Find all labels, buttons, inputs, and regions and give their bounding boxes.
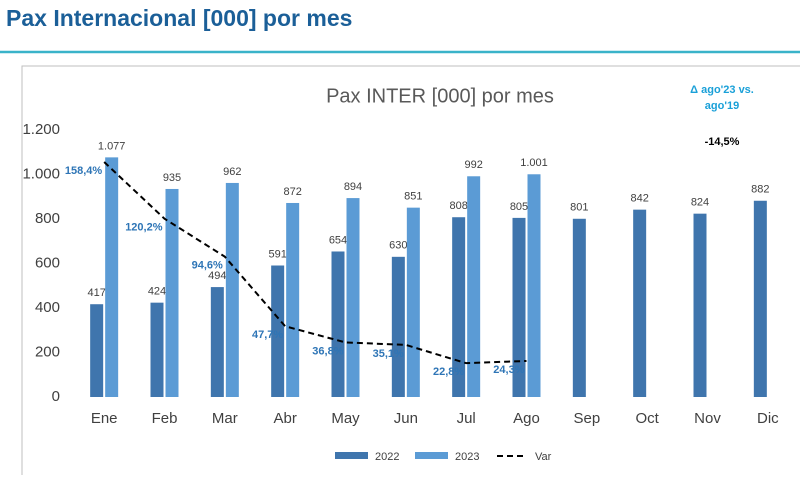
bar [90, 304, 104, 397]
chart-frame [21, 65, 800, 475]
bar [406, 207, 420, 397]
x-tick-label: Ago [513, 410, 540, 427]
bar [512, 217, 526, 397]
data-label: 882 [751, 184, 769, 196]
bar [452, 217, 466, 397]
data-label: 654 [329, 234, 347, 246]
data-label: 630 [389, 240, 407, 252]
bar [105, 157, 119, 397]
page-title: Pax Internacional [000] por mes [6, 5, 352, 31]
x-tick-label: Mar [212, 410, 238, 427]
bar [346, 198, 360, 397]
data-label: 494 [208, 270, 226, 282]
y-tick-label: 1.200 [22, 121, 60, 138]
y-tick-label: 200 [35, 343, 60, 360]
bar [331, 251, 345, 397]
var-line [103, 161, 527, 365]
data-label: 24,3% [493, 364, 524, 376]
chart-title: Pax INTER [000] por mes [326, 85, 554, 107]
data-label: 158,4% [65, 165, 103, 177]
bar [753, 200, 767, 397]
annotation: -14,5% [705, 136, 740, 148]
data-label: 417 [87, 287, 105, 299]
bar [391, 256, 405, 397]
x-tick-label: Ene [91, 410, 118, 427]
x-tick-label: Dic [757, 410, 779, 427]
bar [572, 218, 586, 397]
data-label: 894 [344, 181, 362, 193]
legend-label: 2023 [455, 451, 479, 463]
bar [633, 209, 647, 397]
data-label: 120,2% [125, 222, 163, 234]
bar [467, 176, 481, 397]
legend-swatch [335, 452, 368, 459]
x-tick-label: Sep [573, 410, 600, 427]
data-label: 992 [464, 159, 482, 171]
data-label: 47,7% [252, 329, 283, 341]
annotation-box: Δ ago'23 vs. ago'19 [690, 84, 754, 112]
legend-swatch [415, 452, 448, 459]
y-tick-label: 400 [35, 299, 60, 316]
data-label: 842 [630, 193, 648, 205]
data-label: 1.077 [98, 140, 126, 152]
x-tick-label: Jul [457, 410, 476, 427]
x-tick-label: Jun [394, 410, 418, 427]
data-label: 935 [163, 172, 181, 184]
bar [286, 202, 300, 397]
x-tick-label: Oct [635, 410, 659, 427]
data-label: 851 [404, 191, 422, 203]
data-label: 94,6% [192, 260, 223, 272]
y-tick-label: 800 [35, 210, 60, 227]
data-label: 1.001 [520, 157, 548, 169]
bar [210, 287, 224, 397]
legend-label: 2022 [375, 451, 399, 463]
bar [527, 174, 541, 397]
data-label: 35,1% [373, 348, 404, 360]
legend-label: Var [535, 451, 552, 463]
data-label: 424 [148, 286, 166, 298]
bar [693, 213, 707, 397]
x-tick-label: Feb [152, 410, 178, 427]
data-label: 36,8% [312, 345, 343, 357]
y-tick-label: 1.000 [22, 165, 60, 182]
bar [271, 265, 285, 397]
data-label: 22,8% [433, 366, 464, 378]
x-tick-label: Nov [694, 410, 721, 427]
bar [165, 188, 179, 397]
annotation: Δ ago'23 vs. ago'19 [690, 84, 754, 112]
data-label: 805 [510, 201, 528, 213]
data-label: 591 [268, 248, 286, 260]
data-label: 801 [570, 202, 588, 214]
y-tick-label: 0 [52, 388, 60, 405]
data-label: 962 [223, 166, 241, 178]
data-label: 824 [691, 197, 709, 209]
data-label: 808 [449, 200, 467, 212]
x-tick-label: Abr [273, 410, 296, 427]
bar [225, 182, 239, 397]
x-tick-label: May [331, 410, 360, 427]
bar [150, 302, 164, 397]
y-tick-label: 600 [35, 254, 60, 271]
data-label: 872 [283, 186, 301, 198]
